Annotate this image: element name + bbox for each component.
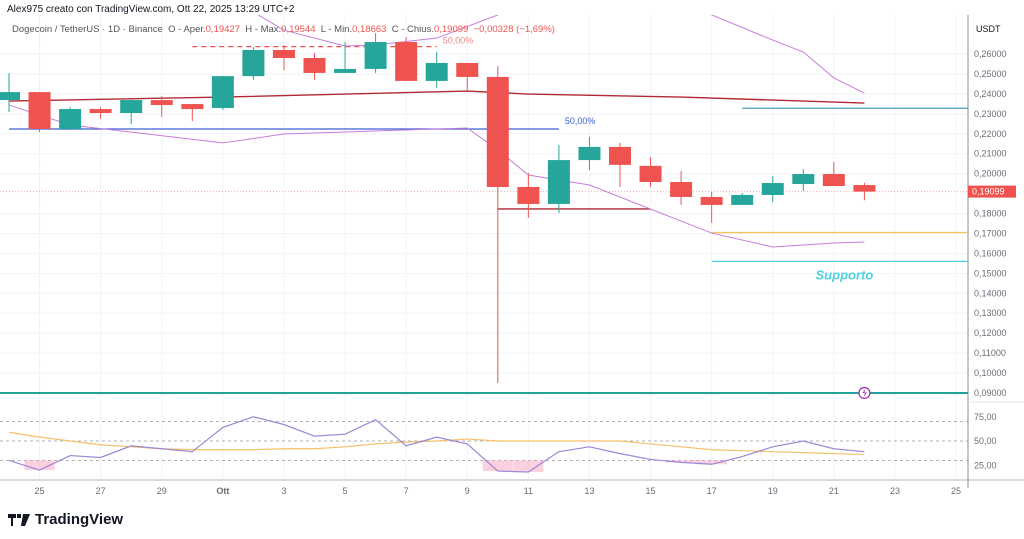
candle-body bbox=[272, 50, 295, 58]
price-tick-label: 0,11000 bbox=[974, 348, 1006, 358]
candle-body bbox=[89, 109, 112, 114]
logo-text: TradingView bbox=[35, 511, 124, 528]
tradingview-logo-icon bbox=[8, 513, 30, 526]
candle-body bbox=[303, 57, 326, 73]
axis-unit: USDT bbox=[976, 24, 1001, 34]
price-tick-label: 0,18000 bbox=[974, 209, 1007, 219]
candle-body bbox=[639, 165, 662, 183]
price-tick-label: 0,24000 bbox=[974, 89, 1007, 99]
price-tick-label: 0,20000 bbox=[974, 169, 1007, 179]
candle-body bbox=[578, 146, 601, 161]
symbol-legend: Dogecoin / TetherUS · 1D · Binance O - A… bbox=[12, 24, 555, 35]
rsi-tick-label: 50,00 bbox=[974, 436, 997, 446]
last-price-tag bbox=[968, 185, 1016, 198]
time-tick-label: Ott bbox=[216, 486, 229, 496]
price-tick-label: 0,10000 bbox=[974, 368, 1007, 378]
rsi-oversold-fill bbox=[482, 460, 513, 472]
candle-body bbox=[486, 76, 509, 187]
time-tick-label: 3 bbox=[281, 486, 286, 496]
candle-body bbox=[609, 146, 631, 165]
time-tick-label: 21 bbox=[829, 486, 839, 496]
lightning-icon-glyph bbox=[862, 388, 867, 397]
price-tick-label: 0,13000 bbox=[974, 308, 1007, 318]
candle-body bbox=[150, 100, 173, 106]
time-tick-label: 29 bbox=[157, 486, 167, 496]
candle-body bbox=[456, 62, 479, 77]
open-label: O - Aper. bbox=[168, 24, 206, 35]
candle-body bbox=[28, 92, 51, 129]
price-tick-label: 0,26000 bbox=[974, 49, 1007, 59]
candle-body bbox=[853, 185, 876, 192]
price-tick-label: 0,12000 bbox=[974, 328, 1007, 338]
open-value: 0,19427 bbox=[205, 24, 240, 35]
price-tick-label: 0,16000 bbox=[974, 248, 1007, 258]
candle-body bbox=[0, 92, 20, 101]
rsi-oversold-fill bbox=[666, 460, 697, 463]
rsi-line bbox=[8, 416, 865, 473]
candle-body bbox=[670, 182, 693, 197]
price-tick-label: 0,17000 bbox=[974, 228, 1007, 238]
time-tick-label: 17 bbox=[707, 486, 717, 496]
candle-body bbox=[792, 174, 815, 185]
time-tick-label: 11 bbox=[524, 486, 533, 496]
price-tick-label: 0,15000 bbox=[974, 268, 1007, 278]
time-tick-label: 25 bbox=[951, 486, 961, 496]
time-tick-label: 25 bbox=[35, 486, 45, 496]
price-chart[interactable]: USDT 0,26000 0,25000 0,24000 0,23000 0,22000 0… bbox=[0, 0, 1024, 505]
rsi-tick-label: 25,00 bbox=[974, 460, 997, 470]
low-value: 0,18663 bbox=[352, 24, 387, 35]
rsi-tick-label: 75,00 bbox=[974, 412, 997, 422]
high-value: 0,19544 bbox=[281, 24, 316, 35]
price-tick-label: 0,23000 bbox=[974, 109, 1007, 119]
chart-caption: Alex975 creato con TradingView.com, Ott … bbox=[7, 4, 295, 15]
candle-body bbox=[547, 160, 570, 204]
candle-body bbox=[700, 196, 723, 205]
time-tick-label: 7 bbox=[404, 486, 409, 496]
time-tick-label: 5 bbox=[343, 486, 348, 496]
close-value: 0,19099 bbox=[433, 24, 469, 35]
time-tick-label: 9 bbox=[465, 486, 470, 496]
tradingview-logo[interactable]: TradingView bbox=[8, 511, 123, 528]
price-tick-label: 0,09000 bbox=[974, 388, 1007, 398]
candle-body bbox=[211, 76, 234, 109]
time-tick-label: 13 bbox=[584, 486, 594, 496]
rsi-oversold-fill bbox=[24, 460, 55, 471]
candle-body bbox=[59, 109, 82, 129]
price-tick-label: 0,22000 bbox=[974, 129, 1007, 139]
candle-body bbox=[334, 68, 357, 73]
high-label: H - Max. bbox=[245, 24, 282, 35]
low-label: L - Min. bbox=[320, 24, 353, 35]
candle-body bbox=[822, 174, 845, 187]
symbol-name[interactable]: Dogecoin / TetherUS · 1D · Binance bbox=[12, 24, 163, 35]
candle-body bbox=[517, 186, 540, 204]
candle-body bbox=[364, 42, 387, 69]
price-pane bbox=[0, 15, 968, 394]
rsi-ma-line bbox=[8, 431, 865, 456]
price-tick-label: 0,21000 bbox=[974, 149, 1007, 159]
candle-body bbox=[761, 183, 784, 195]
price-tick-label: 0,14000 bbox=[974, 288, 1007, 298]
rsi-oversold-fill bbox=[513, 460, 544, 473]
time-tick-label: 27 bbox=[96, 486, 106, 496]
candle-body bbox=[425, 62, 448, 81]
price-tick-label: 0,25000 bbox=[974, 69, 1007, 79]
level-label-fib-blue: 50,00% bbox=[565, 116, 596, 126]
time-tick-label: 23 bbox=[890, 486, 900, 496]
lower-band-line bbox=[8, 104, 865, 248]
change-value: −0,00328 (−1,69%) bbox=[473, 24, 555, 35]
time-tick-label: 19 bbox=[768, 486, 778, 496]
candle-body bbox=[120, 100, 143, 114]
candle-body bbox=[731, 194, 754, 205]
close-label: C - Chius. bbox=[391, 24, 434, 35]
rsi-oversold-fill bbox=[696, 460, 727, 465]
last-price-label: 0,19099 bbox=[972, 187, 1005, 197]
candle-body bbox=[181, 104, 204, 110]
candle-body bbox=[395, 42, 418, 81]
level-label-fib-red: 50,00% bbox=[443, 36, 474, 46]
candle-body bbox=[242, 50, 265, 77]
time-tick-label: 15 bbox=[646, 486, 656, 496]
level-label-support: Supporto bbox=[816, 267, 874, 282]
